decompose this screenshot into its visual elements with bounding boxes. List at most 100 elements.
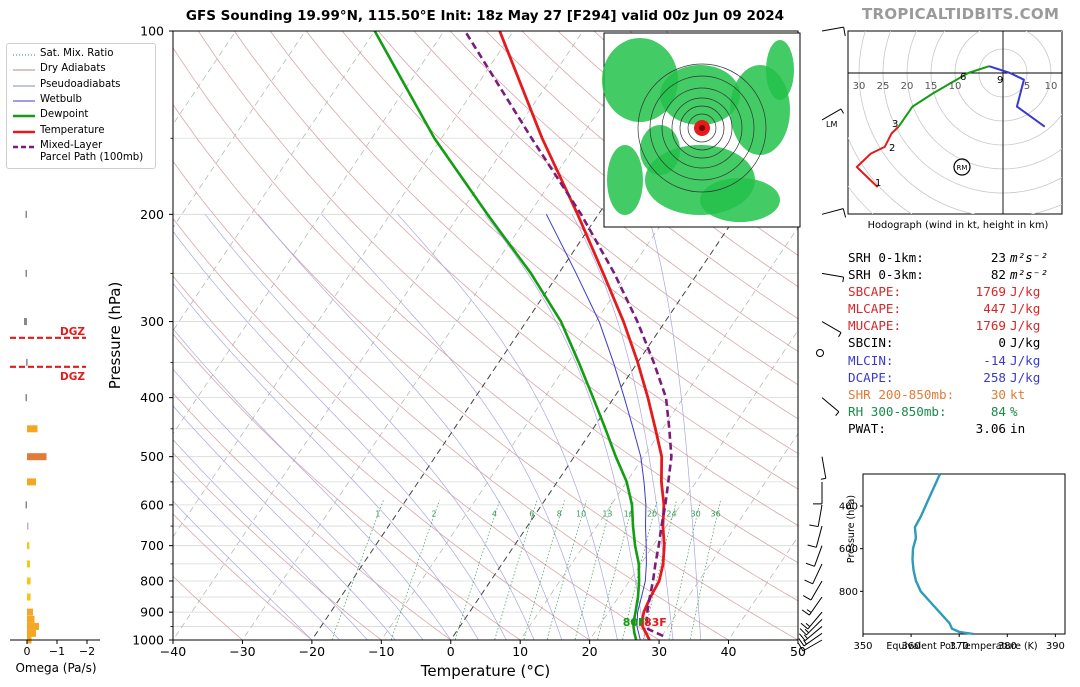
legend-swatch — [13, 114, 35, 118]
legend-swatch — [13, 85, 35, 87]
dry-adiabat — [173, 513, 313, 640]
barb-staff — [821, 456, 827, 479]
parameter-row: SRH 0-3km: 82 m²s⁻² — [848, 267, 1060, 284]
legend-swatch — [13, 69, 35, 71]
parameter-value: -14 — [983, 352, 1006, 368]
wind-barb — [804, 563, 823, 585]
legend-label: Dry Adiabats — [40, 63, 106, 75]
rain-area — [766, 40, 794, 100]
parameter-unit: % — [1010, 403, 1018, 419]
surface-dewpoint-label: 80F — [623, 616, 646, 629]
isobar-contour — [671, 97, 733, 159]
hodograph-height-label: 2 — [889, 143, 895, 154]
mixing-ratio-label: 8 — [557, 510, 562, 519]
hodograph-ring-label: 5 — [1024, 81, 1030, 92]
dry-adiabat — [377, 31, 798, 386]
pseudoadiabat — [173, 500, 313, 640]
pseudoadiabat — [484, 214, 646, 640]
hodograph-height-label: 3 — [892, 119, 898, 130]
barb-flag — [820, 477, 826, 480]
isotherm-line — [173, 31, 514, 538]
barb-flag — [804, 579, 813, 585]
hodograph-ring-label: 10 — [949, 81, 962, 92]
theta-e-line — [911, 473, 974, 636]
omega-bar — [26, 358, 28, 366]
legend-item: Dewpoint — [7, 109, 155, 122]
legend-label-text: Mixed-Layer — [40, 139, 103, 151]
barb-staff — [810, 580, 823, 601]
parameter-row: SHR 200-850mb: 30 kt — [848, 387, 1060, 404]
legend-swatch — [13, 145, 35, 149]
barb-staff — [803, 632, 823, 647]
pseudoadiabat — [321, 214, 590, 640]
omega-bar — [27, 608, 33, 616]
parameter-value: 258 — [983, 369, 1006, 385]
parameter-label: SBCIN: — [848, 335, 894, 351]
omega-bar — [27, 629, 36, 637]
rain-area — [640, 125, 680, 175]
hodograph-ring-label: 10 — [1045, 81, 1058, 92]
parameter-unit: J/kg — [1010, 284, 1041, 300]
mixing-ratio-line — [597, 500, 635, 640]
theta-e-x-tick-label: 370 — [950, 641, 969, 652]
isotherm-line — [173, 31, 584, 640]
omega-bar — [27, 622, 39, 630]
omega-bar — [27, 478, 36, 486]
parameter-label: DCAPE: — [848, 369, 894, 385]
barb-staff — [821, 108, 842, 121]
dry-adiabat — [485, 31, 798, 288]
parameter-value: 84 — [990, 403, 1006, 419]
parameter-unit: m²s⁻² — [1010, 250, 1048, 265]
x-axis-label: Temperature (°C) — [420, 662, 550, 680]
parameter-value: 1769 — [975, 284, 1006, 300]
barb-flag — [802, 595, 812, 601]
pseudoadiabat — [173, 470, 340, 640]
theta-e-panel: 350 360 370 380 390 400 600 800 Equivalent Pot. … — [839, 473, 1066, 652]
parameter-value: 30 — [990, 386, 1006, 402]
mixing-ratio-line — [689, 500, 721, 640]
isobar-contour — [637, 63, 767, 193]
omega-bar — [27, 577, 31, 585]
y-axis-label: Pressure (hPa) — [106, 282, 124, 390]
barb-staff — [806, 619, 823, 636]
inset-map — [602, 32, 801, 228]
wind-barb — [821, 272, 845, 283]
barb-staff — [807, 611, 823, 630]
barb-staff — [814, 545, 823, 567]
y-tick-label: 800 — [140, 573, 164, 588]
dry-adiabat — [173, 160, 730, 640]
legend-label: Sat. Mix. Ratio — [40, 48, 113, 60]
profile-lines — [373, 31, 673, 640]
x-tick-label: −30 — [229, 644, 255, 659]
hodograph-rings — [848, 31, 1062, 214]
hodograph-ring-label: 25 — [877, 81, 890, 92]
barb-flag — [798, 642, 804, 652]
hodograph-ring-label: 15 — [925, 81, 938, 92]
parameter-value: 23 — [990, 250, 1006, 265]
parameter-label: SRH 0-1km: — [848, 250, 924, 265]
legend-label: Wetbulb — [40, 94, 82, 106]
y-tick-label: 1000 — [132, 633, 164, 648]
barb-flag — [798, 633, 806, 641]
dewpoint-line — [373, 31, 641, 640]
theta-e-y-tick-label: 400 — [839, 502, 858, 513]
parameter-row: SRH 0-1km: 23 m²s⁻² — [848, 250, 1060, 267]
legend-label-text: Sat. Mix. Ratio — [40, 48, 114, 59]
parameter-label: SRH 0-3km: — [848, 267, 924, 283]
isotherm-line — [450, 123, 798, 640]
barb-staff — [817, 504, 823, 527]
isotherm-line — [311, 31, 723, 640]
omega-panel: DGZ DGZ 0 −1 −2 Omega (Pa/s) — [10, 96, 100, 675]
parameter-unit: J/kg — [1010, 301, 1041, 317]
wind-barb — [821, 321, 842, 338]
barb-flag — [806, 609, 812, 613]
isotherm-line — [242, 31, 653, 640]
wind-barb — [801, 596, 823, 616]
pseudoadiabat — [173, 368, 424, 640]
omega-bar — [25, 269, 27, 277]
barb-flag — [835, 411, 840, 416]
barb-staff — [821, 208, 844, 215]
pseudoadiabat — [173, 328, 452, 640]
